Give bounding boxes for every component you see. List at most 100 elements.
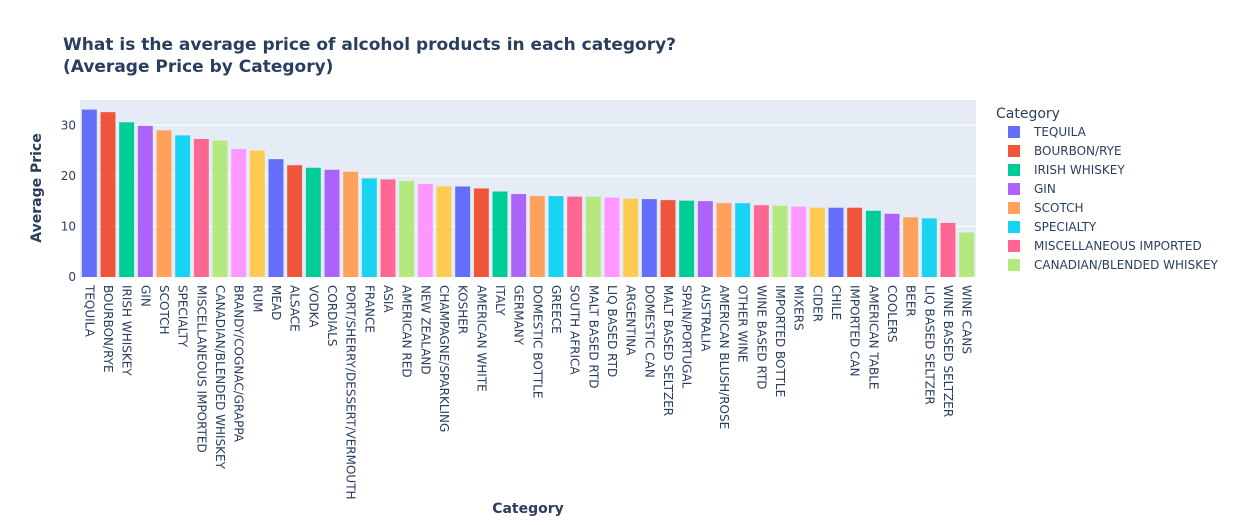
- x-tick-label: PORT/SHERRY/DESSERT/VERMOUTH: [344, 285, 358, 500]
- y-tick-labels: 0 10 20 30: [61, 118, 76, 284]
- y-tick-label: 20: [61, 169, 76, 183]
- legend-swatch: [1008, 164, 1020, 176]
- bar: [903, 217, 919, 277]
- x-tick-label: CANADIAN/BLENDED WHISKEY: [213, 285, 227, 470]
- x-tick-label: MISCELLANEOUS IMPORTED: [194, 285, 208, 453]
- x-tick-label: BOURBON/RYE: [101, 285, 115, 373]
- x-tick-label: DOMESTIC BOTTLE: [530, 285, 544, 398]
- legend-item-label: CANADIAN/BLENDED WHISKEY: [1034, 258, 1219, 272]
- x-tick-label: CHAMPAGNE/SPARKLING: [437, 285, 451, 432]
- legend-item-label: MISCELLANEOUS IMPORTED: [1034, 239, 1202, 253]
- bar: [585, 196, 601, 277]
- bar: [828, 207, 844, 277]
- legend-item-label: BOURBON/RYE: [1034, 144, 1122, 158]
- bar: [343, 171, 359, 277]
- x-tick-label: KOSHER: [456, 285, 470, 334]
- x-tick-label: SPECIALTY: [176, 285, 190, 348]
- bar: [212, 140, 228, 277]
- bar: [156, 130, 172, 277]
- bar: [492, 191, 508, 277]
- x-tick-label: ALSACE: [288, 285, 302, 332]
- x-tick-label: MALT BASED SELTZER: [661, 285, 675, 416]
- bar: [679, 200, 695, 277]
- x-tick-label: AMERICAN RED: [400, 285, 414, 378]
- x-tick-label: IMPORTED CAN: [848, 285, 862, 377]
- x-tick-label: AMERICAN WHITE: [474, 285, 488, 392]
- x-tick-label: GIN: [138, 285, 152, 307]
- bar: [380, 179, 396, 277]
- legend-item-label: IRISH WHISKEY: [1034, 163, 1125, 177]
- bar: [548, 196, 564, 277]
- bar: [623, 198, 639, 277]
- x-tick-label: GERMANY: [512, 285, 526, 346]
- x-tick-label: TEQUILA: [82, 284, 96, 338]
- x-tick-label: AMERICAN BLUSH/ROSE: [717, 285, 731, 429]
- bar: [865, 210, 881, 277]
- legend-title: Category: [996, 106, 1060, 122]
- x-tick-label: LIQ BASED SELTZER: [922, 285, 936, 405]
- x-tick-label: WINE BASED RTD: [754, 285, 768, 390]
- bar: [753, 205, 769, 277]
- x-tick-label: IMPORTED BOTTLE: [773, 285, 787, 397]
- legend-swatch: [1008, 183, 1020, 195]
- bar: [641, 199, 657, 277]
- grid-lines: [80, 124, 976, 227]
- bar: [959, 232, 975, 277]
- plot-area: [80, 100, 976, 277]
- legend-item-label: SPECIALTY: [1034, 220, 1097, 234]
- x-tick-label: SPAIN/PORTUGAL: [680, 285, 694, 389]
- x-tick-label: CHILE: [829, 285, 843, 320]
- bar: [231, 149, 247, 277]
- bar: [119, 122, 135, 277]
- x-tick-label: COOLERS: [885, 285, 899, 343]
- x-tick-label: FRANCE: [362, 285, 376, 333]
- legend-item-label: SCOTCH: [1034, 201, 1083, 215]
- bar: [473, 188, 489, 277]
- x-tick-label: ARGENTINA: [624, 285, 638, 356]
- legend-swatch: [1008, 202, 1020, 214]
- legend-swatch: [1008, 259, 1020, 271]
- bar: [193, 138, 209, 277]
- bar: [324, 169, 340, 277]
- x-axis-title: Category: [492, 501, 564, 517]
- bar: [249, 150, 265, 277]
- x-tick-labels: TEQUILA BOURBON/RYE IRISH WHISKEY GIN SCOTCH…: [82, 284, 973, 500]
- x-tick-label: WINE BASED SELTZER: [941, 285, 955, 417]
- bar: [268, 159, 284, 277]
- bar: [305, 167, 321, 277]
- bar: [884, 213, 900, 277]
- x-tick-label: BEER: [904, 285, 918, 317]
- bar: [417, 183, 433, 277]
- bar: [100, 112, 116, 277]
- y-tick-label: 30: [61, 118, 76, 132]
- x-tick-label: MEAD: [269, 285, 283, 320]
- bar: [361, 178, 377, 277]
- legend-item-label: GIN: [1034, 182, 1056, 196]
- y-tick-label: 0: [68, 270, 76, 284]
- legend-swatch: [1008, 126, 1020, 138]
- bar: [399, 180, 415, 277]
- x-tick-label: WINE CANS: [960, 285, 974, 354]
- bar: [847, 207, 863, 277]
- bars: [81, 109, 975, 277]
- bar: [137, 125, 153, 277]
- x-tick-label: ITALY: [493, 285, 507, 316]
- bar: [772, 205, 788, 277]
- bar: [809, 207, 825, 277]
- chart-subtitle: (Average Price by Category): [63, 57, 333, 77]
- x-tick-label: AUSTRALIA: [698, 285, 712, 352]
- y-axis-title: Average Price: [29, 133, 45, 242]
- x-tick-label: MALT BASED RTD: [586, 285, 600, 388]
- bar: [735, 203, 751, 277]
- x-tick-label: ASIA: [381, 285, 395, 313]
- bar: [287, 165, 303, 277]
- bar: [604, 197, 620, 277]
- x-tick-label: RUM: [250, 285, 264, 312]
- x-tick-label: DOMESTIC CAN: [642, 285, 656, 378]
- x-tick-label: BRANDY/COGNAC/GRAPPA: [232, 285, 246, 443]
- bar: [436, 186, 452, 277]
- bar: [81, 109, 97, 277]
- x-tick-label: CORDIALS: [325, 285, 339, 346]
- legend: Category TEQUILA BOURBON/RYE IRISH WHISKEY…: [996, 106, 1219, 272]
